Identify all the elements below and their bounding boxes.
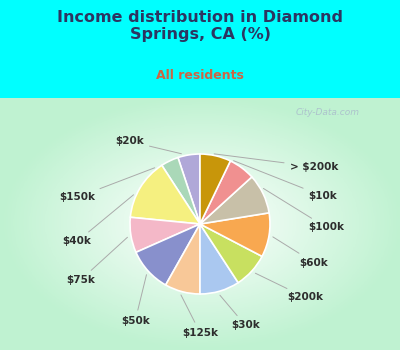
Text: $20k: $20k — [115, 136, 182, 154]
Wedge shape — [130, 165, 200, 224]
Wedge shape — [178, 154, 200, 224]
Wedge shape — [162, 158, 200, 224]
Wedge shape — [200, 154, 230, 224]
Text: $50k: $50k — [121, 275, 150, 326]
Text: All residents: All residents — [156, 69, 244, 82]
Text: $30k: $30k — [220, 295, 260, 330]
Text: $10k: $10k — [234, 161, 337, 201]
Wedge shape — [200, 161, 252, 224]
Text: $125k: $125k — [181, 295, 218, 337]
Wedge shape — [200, 177, 269, 224]
Text: $150k: $150k — [59, 168, 155, 202]
Text: City-Data.com: City-Data.com — [296, 108, 360, 117]
Text: $100k: $100k — [264, 188, 344, 232]
Wedge shape — [166, 224, 200, 294]
Wedge shape — [200, 213, 270, 257]
Text: > $200k: > $200k — [214, 154, 338, 172]
Text: Income distribution in Diamond
Springs, CA (%): Income distribution in Diamond Springs, … — [57, 10, 343, 42]
Text: $60k: $60k — [273, 237, 328, 267]
Text: $75k: $75k — [66, 237, 128, 285]
Wedge shape — [136, 224, 200, 285]
Text: $200k: $200k — [255, 273, 324, 302]
Wedge shape — [200, 224, 262, 283]
Text: $40k: $40k — [63, 195, 134, 246]
Wedge shape — [130, 217, 200, 252]
Wedge shape — [200, 224, 238, 294]
